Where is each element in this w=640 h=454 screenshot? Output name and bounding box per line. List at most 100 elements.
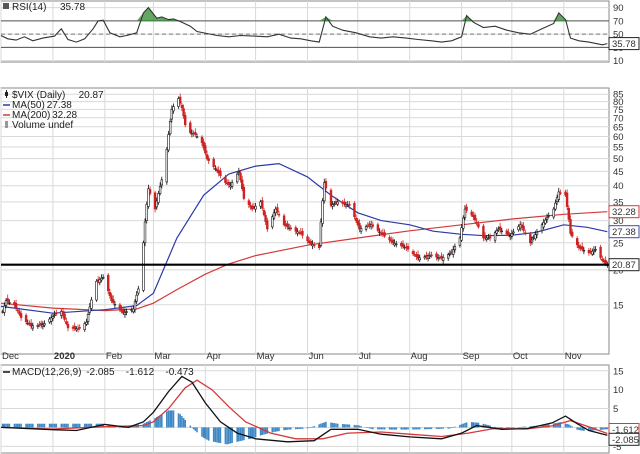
- price-legend-label-2: MA(200): [12, 110, 50, 121]
- candle-body: [524, 232, 527, 234]
- ma200-line: [0, 211, 608, 312]
- macd-grid: [0, 365, 609, 453]
- macd-histogram-bar: [529, 426, 532, 428]
- rsi-y-tick-50: 50: [613, 30, 624, 41]
- candle-body: [165, 149, 168, 183]
- macd-histogram-bar: [494, 426, 496, 428]
- candle-body: [565, 192, 569, 207]
- macd-histogram-bar: [204, 427, 207, 439]
- macd-histogram-bar: [524, 426, 527, 428]
- macd-histogram-bar: [506, 427, 508, 429]
- macd-histogram-bar: [591, 427, 594, 431]
- macd-histogram-bar: [459, 424, 461, 428]
- candle-body: [446, 254, 450, 259]
- candle-body: [4, 300, 8, 306]
- candle-body: [212, 158, 215, 167]
- candle-body: [569, 219, 572, 234]
- macd-histogram-bar: [201, 427, 203, 437]
- candle-body: [426, 255, 430, 259]
- candle-body: [495, 230, 498, 234]
- x-tick-mar: Mar: [154, 351, 170, 362]
- macd-histogram-bar: [301, 427, 304, 429]
- price-y-tick-65: 65: [613, 122, 624, 133]
- price-y-tick-75: 75: [613, 105, 624, 116]
- candle-body: [475, 221, 478, 224]
- candle-body: [507, 232, 510, 236]
- macd-histogram-bar: [295, 427, 297, 430]
- price-last-value-1-box: [608, 225, 640, 239]
- candle-body: [6, 298, 9, 302]
- candle-body: [49, 317, 53, 322]
- rsi-panel-frame: [0, 0, 610, 63]
- macd-histogram-bar: [462, 423, 465, 428]
- x-tick-dec: Dec: [2, 351, 19, 362]
- macd-histogram-bar: [427, 427, 429, 430]
- macd-histogram-bar: [333, 423, 336, 428]
- candle-body: [376, 224, 380, 231]
- macd-histogram-bar: [415, 427, 418, 430]
- x-tick-2020: 2020: [54, 351, 75, 362]
- macd-histogram-bar: [72, 423, 74, 428]
- candle-body: [167, 134, 170, 151]
- macd-histogram-bar: [377, 427, 379, 430]
- macd-histogram-bar: [30, 423, 32, 428]
- macd-histogram-bar: [470, 422, 473, 428]
- rsi-grid: [0, 1, 609, 62]
- candle-body: [542, 222, 545, 228]
- macd-legend-label: MACD(12,26,9): [12, 367, 81, 378]
- candle-body: [242, 187, 246, 199]
- macd-histogram-bar: [85, 423, 88, 428]
- candle-body: [591, 250, 594, 255]
- candle-body: [254, 205, 257, 210]
- candle-body: [540, 224, 544, 232]
- price-y-tick-25: 25: [613, 238, 624, 249]
- macd-histogram-bar: [477, 422, 480, 428]
- macd-histogram-bar: [372, 427, 374, 430]
- macd-histogram-bar: [383, 427, 386, 430]
- macd-y-tick-5: 5: [613, 404, 618, 415]
- macd-histogram-bar: [40, 423, 42, 428]
- candle-body: [41, 324, 45, 327]
- candle-body: [224, 176, 227, 183]
- candle-body: [289, 227, 292, 230]
- candle-body: [512, 231, 515, 234]
- candle-body: [182, 108, 185, 117]
- candle-body: [435, 253, 438, 258]
- candle-body: [122, 308, 125, 314]
- candle-body: [262, 210, 266, 216]
- price-last-values: 20.87 27.38 32.28: [608, 205, 640, 272]
- candle-body: [333, 203, 336, 205]
- macd-histogram-bar: [226, 427, 228, 445]
- candle-body: [36, 325, 40, 327]
- macd-histogram-bar: [248, 427, 250, 440]
- candle-body: [195, 136, 199, 138]
- macd-histogram-bar: [284, 427, 287, 430]
- macd-histogram-bar: [13, 423, 16, 428]
- candle-body: [582, 250, 586, 252]
- candle-body: [86, 313, 90, 322]
- macd-histogram-bar: [380, 427, 382, 430]
- macd-histogram-bar: [512, 427, 515, 428]
- candle-body: [100, 277, 103, 281]
- macd-histogram-bar: [300, 427, 302, 429]
- macd-histogram-bar: [499, 427, 501, 429]
- macd-histogram-bar: [390, 427, 393, 430]
- macd-histogram-bar: [53, 423, 56, 428]
- candle-body: [545, 217, 549, 220]
- candle-body: [53, 314, 56, 316]
- candle-body: [264, 215, 267, 222]
- macd-histogram-bar: [63, 423, 66, 428]
- macd-histogram-bar: [75, 423, 78, 428]
- candle-body: [214, 168, 217, 170]
- macd-histogram-bar: [16, 423, 19, 428]
- candle-body: [378, 231, 381, 233]
- macd-histogram-bar: [447, 427, 449, 429]
- macd-histogram-bar: [370, 427, 372, 429]
- candle-body: [529, 233, 532, 244]
- macd-histogram-bar: [276, 427, 279, 432]
- macd-histogram-bar: [482, 423, 485, 428]
- candle-body: [157, 193, 160, 203]
- macd-histogram-bar: [472, 422, 475, 428]
- price-y-tick-85: 85: [613, 90, 624, 101]
